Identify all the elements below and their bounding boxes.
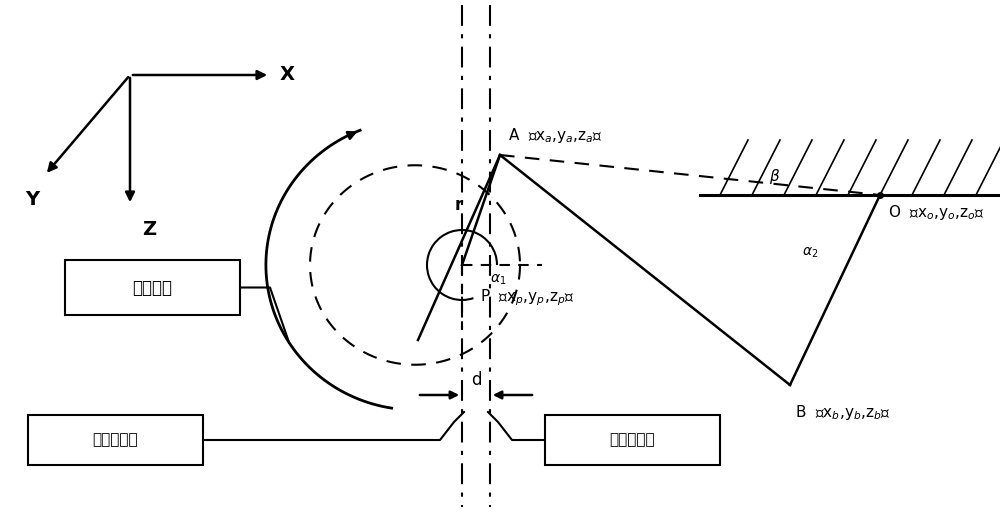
Text: B  （x$_b$,y$_b$,z$_b$）: B （x$_b$,y$_b$,z$_b$） [795,403,891,422]
Text: A  （x$_a$,y$_a$,z$_a$）: A （x$_a$,y$_a$,z$_a$） [508,126,603,145]
Text: X: X [280,66,295,84]
Text: O  （x$_o$,y$_o$,z$_o$）: O （x$_o$,y$_o$,z$_o$） [888,203,984,222]
Bar [545,415,720,465]
Text: Z: Z [142,220,156,239]
Bar [28,415,203,465]
Text: 旋转中心线: 旋转中心线 [93,433,138,447]
Text: P  （x$_p$,y$_p$,z$_p$）: P （x$_p$,y$_p$,z$_p$） [480,287,574,308]
Text: 曲柄中心线: 曲柄中心线 [610,433,655,447]
Text: $\alpha_2$: $\alpha_2$ [802,246,818,260]
Text: d: d [471,371,481,389]
Text: Y: Y [25,190,39,209]
Bar [65,260,240,315]
Text: 旋转方向: 旋转方向 [132,279,173,296]
Text: r: r [455,196,463,214]
Text: $\beta$: $\beta$ [769,167,781,186]
Text: $\alpha_1$: $\alpha_1$ [490,273,506,287]
